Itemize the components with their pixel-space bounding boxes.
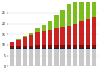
Bar (79, 45, 84, 48)
Bar (35, 48, 40, 49)
Bar (23, 36, 27, 37)
Bar (92, 48, 96, 49)
Bar (29, 49, 33, 66)
Bar (23, 37, 27, 46)
Bar (23, 46, 27, 48)
Bar (35, 49, 40, 66)
Bar (42, 49, 46, 66)
Bar (48, 49, 52, 66)
Bar (73, 24, 77, 45)
Bar (48, 21, 52, 30)
Bar (10, 49, 14, 66)
Bar (92, 49, 96, 66)
Bar (86, 49, 90, 66)
Bar (29, 46, 33, 48)
Bar (67, 48, 71, 49)
Bar (60, 45, 65, 48)
Bar (86, 19, 90, 45)
Bar (67, 49, 71, 66)
Bar (29, 33, 33, 35)
Bar (73, 49, 77, 66)
Bar (67, 26, 71, 45)
Bar (29, 48, 33, 49)
Bar (42, 48, 46, 49)
Bar (16, 46, 21, 48)
Bar (79, 21, 84, 45)
Bar (48, 48, 52, 49)
Bar (54, 45, 58, 48)
Bar (92, 45, 96, 48)
Bar (16, 39, 21, 40)
Bar (73, 45, 77, 48)
Bar (86, 0, 90, 19)
Bar (10, 46, 14, 48)
Bar (42, 25, 46, 31)
Bar (67, 4, 71, 26)
Bar (92, 17, 96, 45)
Bar (86, 45, 90, 48)
Bar (79, 49, 84, 66)
Bar (48, 45, 52, 48)
Bar (10, 42, 14, 46)
Bar (73, 48, 77, 49)
Bar (92, 0, 96, 17)
Bar (42, 31, 46, 45)
Bar (73, 0, 77, 24)
Bar (54, 15, 58, 28)
Bar (23, 49, 27, 66)
Bar (16, 40, 21, 46)
Bar (35, 45, 40, 48)
Bar (42, 45, 46, 48)
Bar (60, 10, 65, 27)
Bar (35, 28, 40, 32)
Bar (54, 28, 58, 45)
Bar (48, 30, 52, 45)
Bar (29, 35, 33, 46)
Bar (60, 27, 65, 45)
Bar (54, 48, 58, 49)
Bar (10, 48, 14, 49)
Bar (35, 32, 40, 45)
Bar (79, 0, 84, 21)
Bar (79, 48, 84, 49)
Bar (67, 45, 71, 48)
Bar (54, 49, 58, 66)
Bar (86, 48, 90, 49)
Bar (60, 49, 65, 66)
Bar (16, 49, 21, 66)
Bar (60, 48, 65, 49)
Bar (16, 48, 21, 49)
Bar (23, 48, 27, 49)
